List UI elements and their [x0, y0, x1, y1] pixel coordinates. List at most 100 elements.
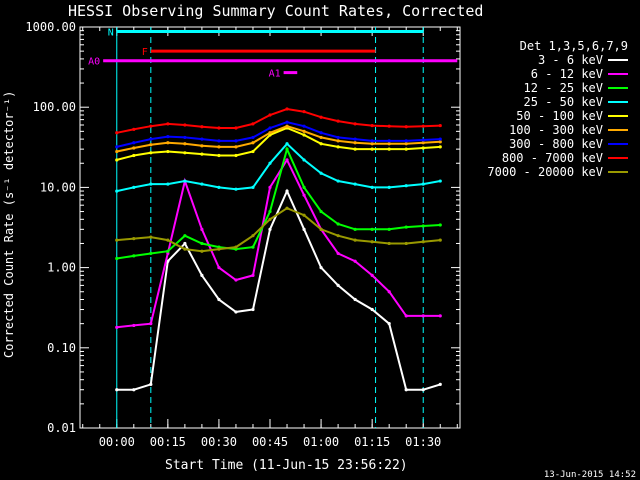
- data-point: [421, 124, 425, 128]
- data-point: [149, 382, 153, 386]
- flag-label-A0: A0: [88, 57, 100, 68]
- data-point: [149, 137, 153, 141]
- data-point: [438, 314, 442, 318]
- data-point: [132, 185, 136, 189]
- data-point: [387, 139, 391, 143]
- data-point: [319, 209, 323, 214]
- data-point: [132, 254, 136, 258]
- data-point: [302, 227, 306, 231]
- data-point: [336, 283, 340, 287]
- y-axis-label: Corrected Count Rate (s⁻¹ detector⁻¹): [2, 91, 16, 358]
- data-point: [387, 142, 391, 146]
- data-point: [319, 135, 323, 140]
- data-point: [149, 322, 153, 326]
- data-point: [370, 227, 374, 231]
- data-point: [387, 227, 391, 231]
- data-point: [302, 129, 306, 133]
- legend-label: 3 - 6 keV: [538, 53, 603, 67]
- data-point: [251, 141, 255, 145]
- data-point: [268, 227, 272, 231]
- data-point: [353, 141, 357, 145]
- data-point: [234, 145, 238, 149]
- data-point: [404, 139, 408, 143]
- series-line-0: [116, 188, 441, 391]
- data-point: [234, 310, 238, 314]
- data-point: [200, 182, 204, 186]
- data-point: [421, 138, 425, 142]
- series-line-2: [116, 146, 441, 260]
- data-point: [251, 234, 255, 238]
- data-point: [149, 124, 153, 128]
- data-point: [149, 182, 153, 186]
- y-tick-label: 1.00: [47, 261, 76, 275]
- data-point: [353, 238, 357, 242]
- data-point: [268, 126, 272, 130]
- data-point: [234, 126, 238, 130]
- data-point: [387, 322, 391, 326]
- data-point: [370, 139, 374, 143]
- data-point: [438, 145, 442, 149]
- data-point: [302, 193, 306, 197]
- data-point: [200, 273, 204, 277]
- data-point: [166, 134, 170, 139]
- legend-label: 100 - 300 keV: [509, 123, 603, 137]
- data-point: [285, 189, 289, 193]
- data-point: [438, 179, 442, 183]
- data-point: [234, 153, 238, 158]
- data-point: [387, 241, 391, 246]
- data-point: [438, 123, 442, 128]
- legend-label: 12 - 25 keV: [524, 81, 603, 95]
- data-point: [370, 147, 374, 151]
- legend-label: 25 - 50 keV: [524, 95, 603, 109]
- data-point: [387, 147, 391, 151]
- data-point: [268, 185, 272, 189]
- data-point: [421, 146, 425, 150]
- data-point: [183, 123, 187, 127]
- plot-area: 0.01 0.10 1.00 10.00 100.00 1000.00 00:00 00:15…: [25, 20, 461, 449]
- data-point: [421, 224, 425, 228]
- data-point: [183, 179, 187, 183]
- data-point: [336, 135, 340, 140]
- data-point: [268, 113, 272, 117]
- data-point: [115, 149, 119, 154]
- data-point: [115, 131, 119, 135]
- data-point: [319, 266, 323, 270]
- data-point: [302, 185, 306, 189]
- data-point: [183, 247, 187, 251]
- data-point: [404, 125, 408, 129]
- data-point: [285, 147, 289, 151]
- data-point: [336, 222, 340, 226]
- data-point: [251, 185, 255, 189]
- data-point: [353, 227, 357, 231]
- data-point: [217, 126, 221, 130]
- data-point: [319, 227, 323, 231]
- series-group: [115, 107, 442, 392]
- data-point: [251, 273, 255, 277]
- data-point: [234, 278, 238, 282]
- data-point: [251, 135, 255, 140]
- data-point: [132, 141, 136, 145]
- data-point: [353, 147, 357, 151]
- data-point: [149, 151, 153, 155]
- data-point: [285, 142, 289, 146]
- flag-label-A1: A1: [269, 69, 281, 80]
- data-point: [404, 147, 408, 151]
- series-line-8: [116, 207, 441, 253]
- data-point: [302, 110, 306, 114]
- data-point: [251, 245, 255, 249]
- data-point: [115, 145, 119, 149]
- data-point: [285, 107, 289, 111]
- data-point: [217, 185, 221, 189]
- data-point: [421, 141, 425, 145]
- data-point: [251, 149, 255, 154]
- data-point: [217, 266, 221, 270]
- y-tick-label: 0.10: [47, 341, 76, 355]
- data-point: [370, 307, 374, 312]
- data-point: [302, 213, 306, 217]
- x-tick-label: 01:30: [405, 435, 441, 449]
- series-line-4: [116, 126, 441, 161]
- data-point: [217, 139, 221, 143]
